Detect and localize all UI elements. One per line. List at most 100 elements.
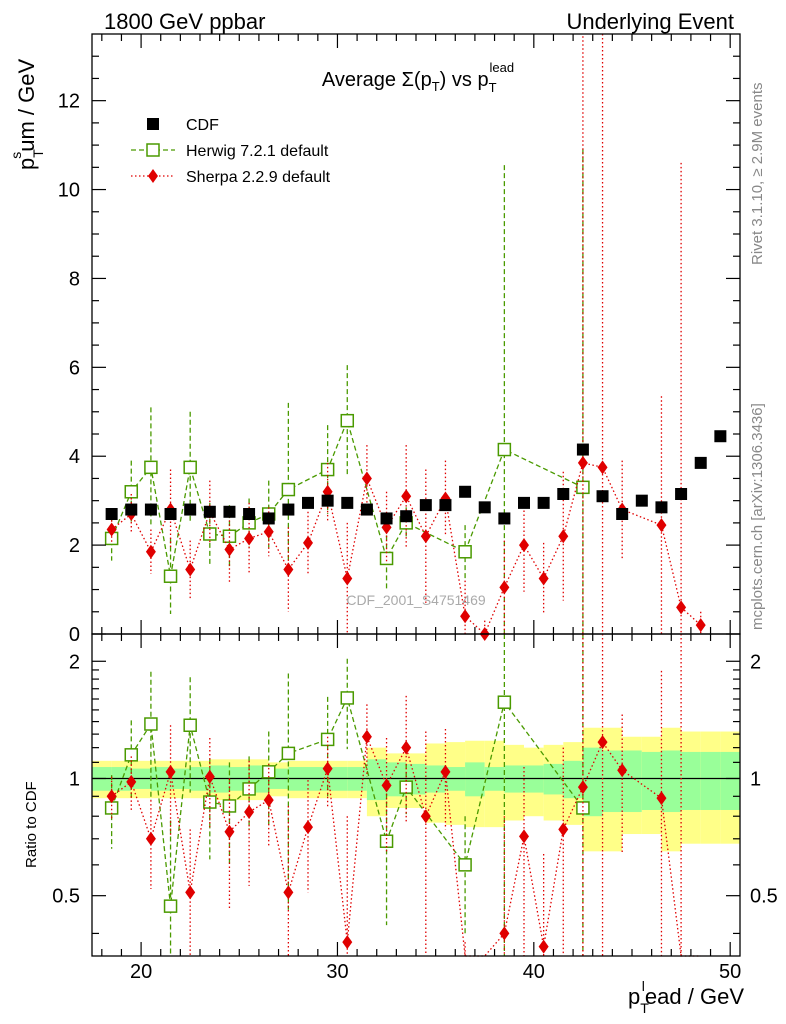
main-cdf-data-point	[714, 430, 727, 443]
ratio-sherpa-data-point	[244, 805, 255, 820]
ratio-sherpa-diamond-line	[111, 736, 701, 957]
x-axis-label: pTlead / GeV	[628, 978, 744, 1016]
main-sherpa-data-point	[303, 535, 313, 550]
x-tick-label: 30	[326, 961, 348, 983]
main-cdf-data-point	[105, 508, 118, 520]
main-sherpa-data-point	[499, 580, 510, 595]
main-cdf-data-point	[341, 496, 354, 509]
main-sherpa-data-point	[185, 562, 196, 577]
ratio-y-axis-label: Ratio to CDF	[23, 781, 40, 868]
legend-sherpa-label: Sherpa 2.2.9 default	[186, 169, 331, 186]
band-inner-bin	[681, 751, 701, 810]
ratio-herwig-data-point	[379, 834, 394, 848]
band-inner-bin	[720, 751, 740, 810]
main-cdf-data-point	[125, 503, 138, 516]
main-cdf-data-point	[439, 499, 452, 512]
main-sherpa-data-point	[361, 471, 372, 486]
ratio-herwig-data-point	[281, 746, 296, 761]
main-sherpa-data-point	[283, 562, 294, 577]
main-cdf-data-point	[360, 503, 373, 516]
main-sherpa-data-point	[224, 542, 235, 557]
main-cdf-data-point	[576, 443, 589, 456]
ratio-panel-series	[104, 634, 701, 957]
band-inner-bin	[700, 751, 721, 810]
ratio-herwig-data-point	[183, 718, 197, 732]
main-cdf-data-point	[557, 488, 570, 500]
ratio-herwig-data-point	[144, 717, 158, 731]
ratio-sherpa-data-point	[558, 822, 569, 837]
ratio-sherpa-data-point	[322, 761, 333, 776]
main-herwig-data-point	[183, 460, 197, 475]
main-cdf-data-point	[655, 501, 668, 514]
main-cdf-data-point	[694, 456, 707, 469]
ratio-sherpa-data-point	[145, 831, 156, 846]
ratio-sherpa-data-point	[361, 729, 372, 744]
main-herwig-data-point	[576, 480, 590, 495]
main-sherpa-data-point	[263, 524, 274, 539]
ratio-herwig-data-point	[203, 795, 217, 809]
ratio-sherpa-data-point	[303, 820, 313, 835]
ratio-y-tick-label-right: 1	[750, 768, 761, 790]
x-tick-label: 40	[523, 961, 545, 983]
main-cdf-data-point	[596, 490, 609, 503]
ratio-sherpa-data-point	[617, 763, 628, 778]
main-sherpa-data-point	[145, 544, 156, 559]
main-sherpa-data-point	[106, 522, 117, 537]
legend: CDF Herwig 7.2.1 default Sherpa 2.2.9 de…	[131, 117, 331, 186]
rivet-version-label: Rivet 3.1.10, ≥ 2.9M events	[749, 83, 766, 266]
band-inner-bin	[661, 750, 682, 813]
main-cdf-data-point	[302, 496, 314, 509]
main-sherpa-data-point	[519, 538, 529, 553]
ratio-sherpa-data-point	[165, 764, 176, 779]
main-cdf-data-point	[400, 510, 413, 523]
main-cdf-data-point	[164, 508, 177, 520]
ratio-herwig-data-point	[320, 732, 335, 747]
main-sherpa-data-point	[695, 618, 706, 633]
main-herwig-data-point	[281, 482, 296, 497]
main-herwig-data-point	[124, 485, 139, 499]
main-cdf-data-point	[203, 505, 216, 518]
main-sherpa-data-point	[538, 571, 549, 586]
y-tick-label: 10	[58, 180, 80, 202]
band-inner-bin	[641, 751, 662, 810]
main-sherpa-data-point	[342, 571, 353, 586]
main-herwig-data-point	[340, 413, 355, 428]
ratio-uncertainty-bands	[92, 727, 740, 852]
main-sherpa-data-point	[460, 609, 471, 624]
x-tick-label: 50	[719, 961, 741, 983]
main-herwig-data-point	[379, 551, 394, 566]
analysis-watermark: CDF_2001_S4751469	[346, 592, 486, 608]
main-cdf-data-point	[243, 508, 256, 520]
ratio-sherpa-data-point	[420, 809, 431, 824]
ratio-y-tick-label-left: 1	[69, 768, 80, 790]
ratio-sherpa-data-point	[263, 793, 274, 808]
ratio-sherpa-data-point	[224, 824, 235, 839]
ratio-sherpa-data-point	[440, 764, 451, 779]
ratio-herwig-data-point	[222, 799, 237, 813]
y-tick-label: 2	[69, 535, 80, 557]
main-herwig-data-point	[163, 569, 178, 583]
ratio-sherpa-data-point	[577, 780, 588, 795]
band-inner-bin	[622, 750, 642, 813]
band-inner-bin	[543, 763, 564, 795]
ratio-sherpa-data-point	[401, 740, 412, 755]
main-sherpa-data-point	[597, 460, 608, 475]
header-right: Underlying Event	[566, 9, 734, 34]
main-herwig-data-point	[497, 442, 512, 457]
main-herwig-data-point	[458, 545, 472, 559]
band-inner-bin	[465, 762, 485, 797]
main-sherpa-data-point	[401, 489, 412, 504]
ratio-herwig-data-point	[399, 780, 413, 794]
legend-sherpa-marker	[148, 169, 158, 183]
main-cdf-data-point	[635, 494, 648, 507]
ratio-sherpa-data-point	[185, 885, 196, 900]
ratio-sherpa-data-point	[519, 829, 529, 844]
main-panel-series	[104, 34, 727, 641]
y-tick-label: 4	[69, 446, 80, 468]
chart-title: Average Σ(pT) vs pTlead	[322, 60, 514, 95]
y-tick-label: 8	[69, 268, 80, 290]
ratio-herwig-data-point	[458, 858, 472, 872]
ratio-herwig-data-point	[497, 695, 512, 709]
main-herwig-data-point	[144, 460, 158, 475]
